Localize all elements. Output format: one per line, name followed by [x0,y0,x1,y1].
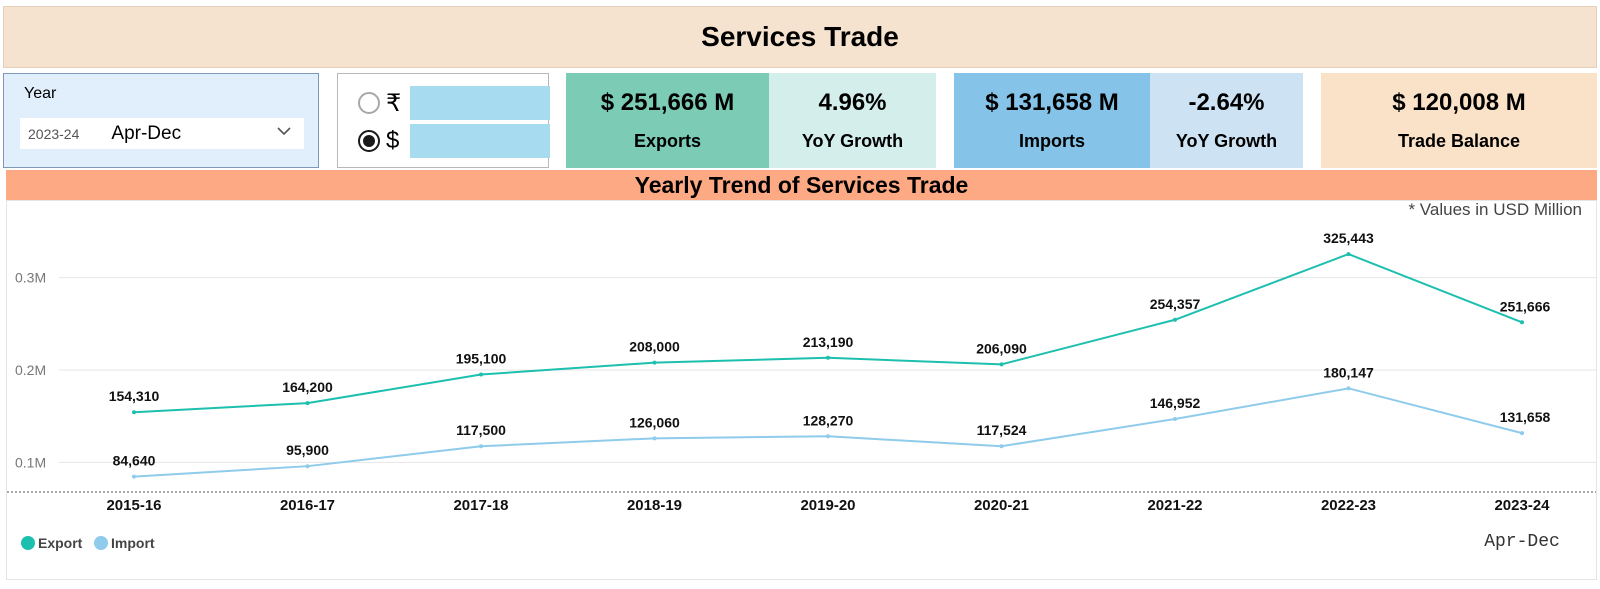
radio-rupee[interactable] [358,92,380,114]
data-label: 95,900 [286,442,329,458]
legend-marker-export [21,536,35,550]
y-tick-label: 0.3M [15,270,46,286]
data-point-export [826,355,830,360]
data-label: 206,090 [976,340,1027,356]
data-point-import [479,444,483,449]
data-point-import [305,464,310,469]
data-label: 146,952 [1150,395,1201,411]
imports-label: Imports [1018,131,1085,151]
dollar-swatch [410,124,550,158]
legend-label-export: Export [38,535,83,551]
data-point-export [1173,317,1177,322]
data-point-export [1346,252,1351,257]
exports-label: Exports [633,131,702,151]
data-label: 254,357 [1150,296,1201,312]
data-label: 251,666 [1500,298,1551,314]
trade-balance-card: $ 120,008 M Trade Balance [1321,73,1597,168]
year-dropdown[interactable]: 2023-24 Apr-Dec [20,118,304,149]
rupee-symbol: ₹ [386,89,402,117]
data-label: 117,524 [977,422,1027,438]
trade-balance-label: Trade Balance [1397,131,1521,151]
trade-balance-value: $ 120,008 M [1392,89,1526,116]
exports-growth-label: YoY Growth [801,131,904,151]
data-point-import [826,434,830,439]
currency-toggle: ₹ $ [337,73,550,168]
year-dropdown-period: Apr-Dec [111,122,182,144]
data-label: 131,658 [1500,409,1551,425]
legend-marker-import [94,536,108,550]
imports-growth-value: -2.64% [1188,89,1265,116]
data-point-import [132,474,136,479]
data-label: 213,190 [803,334,854,350]
data-point-export [1520,320,1524,325]
chevron-down-icon [277,127,291,136]
currency-option-rupee[interactable]: ₹ [358,86,550,120]
exports-value: $ 251,666 M [600,89,735,116]
series-line-import [133,387,1523,478]
x-tick-label: 2022-23 [1321,497,1376,514]
radio-dollar[interactable] [358,130,380,152]
x-tick-label: 2015-16 [106,497,161,514]
data-point-import [999,444,1004,449]
imports-growth-label: YoY Growth [1175,131,1278,151]
exports-growth-card: 4.96% YoY Growth [769,73,936,168]
data-label: 128,270 [803,412,854,428]
data-point-export [132,410,136,415]
x-tick-label: 2016-17 [280,497,335,514]
data-point-export [999,362,1004,367]
page-title: Services Trade [3,6,1597,68]
data-point-import [1520,431,1524,436]
x-tick-label: 2018-19 [627,497,682,514]
exports-growth-value: 4.96% [818,89,887,116]
chart-panel: 0.1M 0.2M 0.3M * Values in USD Million 154,3… [6,200,1597,580]
values-note: * Values in USD Million [1408,201,1582,219]
data-point-export [479,372,483,377]
year-label: Year [24,85,57,102]
x-tick-label: 2023-24 [1494,497,1550,514]
imports-growth-card: -2.64% YoY Growth [1150,73,1303,168]
currency-option-dollar[interactable]: $ [358,124,550,158]
year-slicer: Year 2023-24 Apr-Dec [3,73,319,168]
data-point-export [305,401,310,406]
x-tick-label: 2019-20 [800,497,855,514]
x-tick-label: 2017-18 [453,497,508,514]
imports-value: $ 131,658 M [985,89,1119,116]
data-label: 164,200 [282,379,333,395]
x-tick-label: 2021-22 [1147,497,1202,514]
data-label: 117,500 [456,422,506,438]
data-label: 154,310 [109,388,160,404]
data-label: 126,060 [629,414,680,430]
data-point-import [652,436,657,441]
data-label: 180,147 [1323,364,1374,380]
data-point-import [1346,386,1351,391]
data-point-export [652,360,657,365]
data-label: 325,443 [1323,230,1374,246]
legend-label-import: Import [111,535,155,551]
x-sublabel: Apr-Dec [1484,532,1560,552]
chart-title: Yearly Trend of Services Trade [6,170,1597,200]
y-tick-label: 0.2M [15,362,46,378]
year-dropdown-fiscal-year: 2023-24 [28,125,80,142]
line-chart: 0.1M 0.2M 0.3M * Values in USD Million 154,3… [7,201,1596,552]
data-label: 208,000 [629,339,680,355]
rupee-swatch [410,86,550,120]
data-point-import [1173,417,1177,422]
data-label: 84,640 [113,453,156,469]
data-label: 195,100 [456,351,507,367]
exports-card: $ 251,666 M Exports [566,73,769,168]
imports-card: $ 131,658 M Imports [954,73,1150,168]
y-tick-label: 0.1M [15,454,46,470]
dollar-symbol: $ [386,127,400,154]
x-tick-label: 2020-21 [974,497,1029,514]
